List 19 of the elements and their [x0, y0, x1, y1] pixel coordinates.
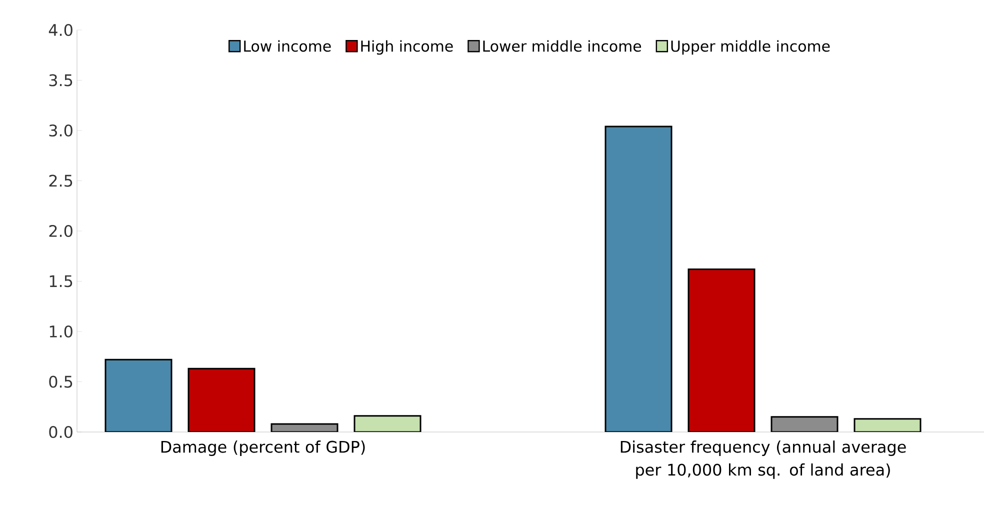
y-tick-label: 2.5 — [49, 174, 72, 187]
y-tick-label: 0.0 — [49, 426, 72, 438]
x-tick-label: Disaster frequency (annual average per 10,000 km sq. of land area) — [620, 440, 906, 479]
y-tick-label: 1.0 — [50, 325, 72, 338]
bar — [688, 268, 756, 432]
legend-label: Low income — [244, 40, 331, 52]
y-tick-label: 2.0 — [49, 224, 72, 238]
legend-label: Lower middle income — [483, 40, 642, 52]
bar — [188, 368, 256, 432]
bar — [104, 358, 172, 432]
x-tick-label: Damage (percent of GDP) — [161, 440, 365, 456]
y-tick-label: 3.0 — [49, 124, 72, 137]
y-tick-label: 4.0 — [48, 24, 72, 36]
bar — [604, 126, 672, 432]
legend-label: High income — [361, 40, 453, 55]
y-tick-label: 1.5 — [50, 275, 72, 288]
legend-label: Upper middle income — [671, 40, 830, 55]
y-tick-label: 0.5 — [49, 376, 72, 388]
y-tick-label: 3.5 — [49, 74, 72, 86]
